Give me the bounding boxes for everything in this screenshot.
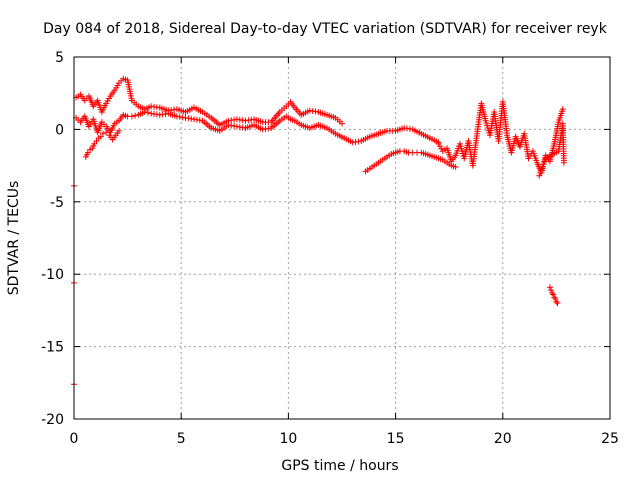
x-tick-label: 15 bbox=[387, 431, 405, 447]
data-point bbox=[551, 294, 558, 301]
data-points bbox=[71, 75, 567, 388]
x-axis-label: GPS time / hours bbox=[281, 458, 398, 474]
data-point bbox=[560, 159, 567, 166]
data-point bbox=[559, 106, 566, 113]
x-tick-label: 0 bbox=[70, 431, 79, 447]
x-tick-label: 10 bbox=[279, 431, 297, 447]
data-point bbox=[540, 161, 547, 168]
y-tick-label: -5 bbox=[50, 195, 64, 211]
y-tick-label: -10 bbox=[41, 267, 64, 283]
y-tick-label: -15 bbox=[41, 340, 64, 356]
data-point bbox=[546, 284, 553, 291]
chart-title: Day 084 of 2018, Sidereal Day-to-day VTE… bbox=[43, 21, 608, 37]
data-point bbox=[128, 113, 135, 120]
data-point bbox=[539, 164, 546, 171]
data-point bbox=[538, 166, 545, 173]
y-axis-label: SDTVAR / TECUs bbox=[6, 181, 22, 296]
data-point bbox=[452, 164, 459, 171]
data-point bbox=[339, 120, 345, 127]
data-point bbox=[554, 300, 561, 307]
data-point bbox=[550, 291, 557, 298]
y-tick-label: 0 bbox=[55, 122, 64, 138]
data-point bbox=[537, 169, 544, 176]
data-point bbox=[549, 290, 556, 297]
y-tick-labels: 5 0 -5 -10 -15 -20 bbox=[41, 50, 64, 428]
data-point bbox=[141, 109, 148, 116]
data-point bbox=[132, 112, 139, 119]
data-point bbox=[99, 130, 106, 137]
x-tick-label: 20 bbox=[494, 431, 512, 447]
plot-frame bbox=[73, 56, 611, 420]
data-point bbox=[103, 129, 110, 136]
data-point bbox=[541, 158, 548, 165]
y-tick-label: 5 bbox=[55, 50, 64, 66]
data-point bbox=[116, 127, 123, 134]
data-point bbox=[536, 172, 543, 179]
data-point bbox=[144, 109, 151, 116]
y-tick-label: -20 bbox=[41, 412, 64, 428]
x-tick-label: 25 bbox=[601, 431, 619, 447]
data-point bbox=[553, 298, 560, 305]
x-tick-label: 5 bbox=[177, 431, 186, 447]
data-point bbox=[548, 287, 555, 294]
data-point bbox=[552, 295, 559, 302]
x-tick-labels: 0 5 10 15 20 25 bbox=[70, 431, 619, 447]
